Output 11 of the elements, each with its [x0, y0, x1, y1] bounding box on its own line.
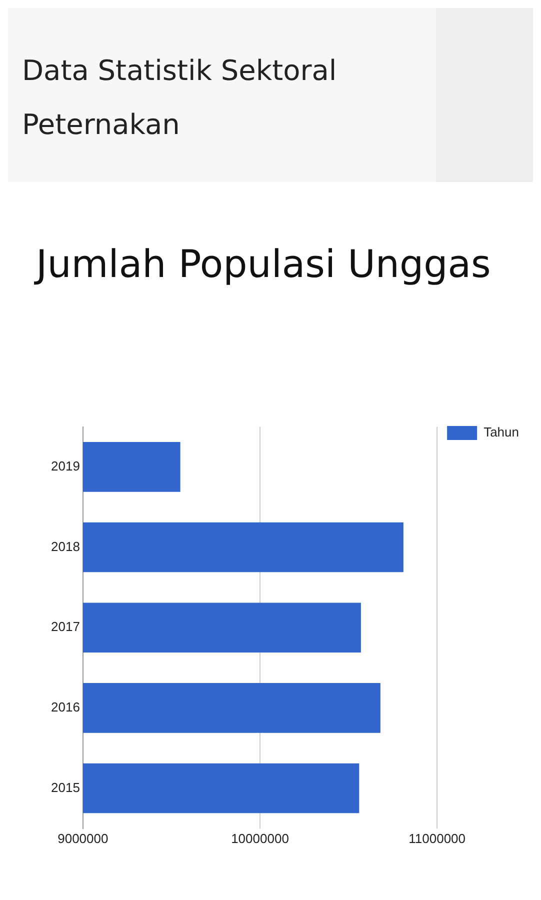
y-tick-label: 2016 — [51, 700, 80, 714]
x-tick-label: 10000000 — [231, 830, 289, 846]
y-tick-label: 2015 — [51, 780, 80, 795]
y-tick-label: 2017 — [51, 619, 80, 634]
legend-label: Tahun — [484, 424, 519, 440]
y-tick-label: 2019 — [51, 458, 80, 474]
x-tick-label: 9000000 — [58, 830, 108, 846]
chart-title: Jumlah Populasi Unggas — [33, 242, 492, 286]
x-tick-label: 11000000 — [408, 830, 466, 846]
text: Data Statistik Sektoral Peternakan — [8, 8, 436, 182]
y-tick-label: 2018 — [51, 538, 80, 554]
